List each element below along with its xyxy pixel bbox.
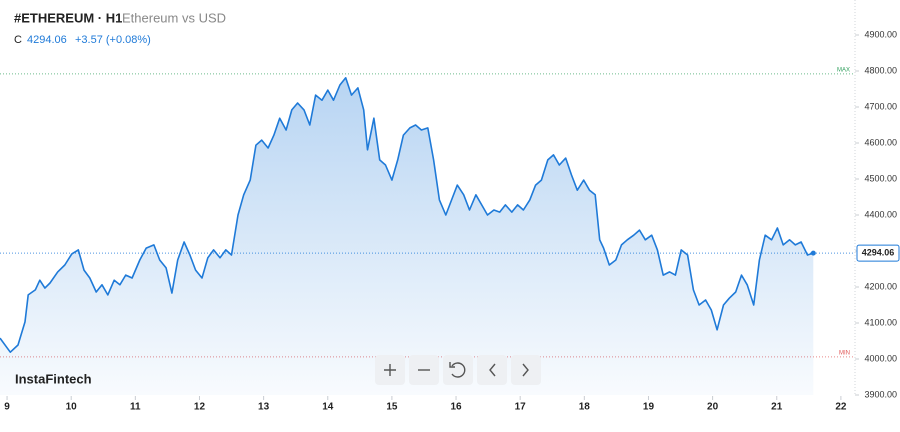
price-change: +3.57 (+0.08%) bbox=[75, 34, 151, 46]
x-tick-label: 21 bbox=[771, 402, 783, 413]
last-price-badge bbox=[856, 244, 900, 262]
y-tick-label: 4500.00 bbox=[864, 173, 897, 183]
y-tick-label: 4000.00 bbox=[864, 353, 897, 363]
x-tick-label: 19 bbox=[643, 402, 655, 413]
toolbar bbox=[375, 355, 541, 385]
reference-label: MIN bbox=[839, 350, 850, 356]
scroll-right-button[interactable] bbox=[511, 355, 541, 385]
chart-title: #ETHEREUM · H1 bbox=[14, 10, 122, 25]
scroll-left-button[interactable] bbox=[477, 355, 507, 385]
x-tick-label: 15 bbox=[386, 402, 398, 413]
close-value: 4294.06 bbox=[27, 34, 67, 46]
x-tick-label: 20 bbox=[707, 402, 719, 413]
zoom-in-button[interactable] bbox=[375, 355, 405, 385]
y-tick-label: 4200.00 bbox=[864, 281, 897, 291]
plot-area bbox=[0, 73, 855, 396]
last-point bbox=[810, 250, 816, 256]
chart-subtitle: Ethereum vs USD bbox=[122, 10, 226, 25]
zoom-out-button[interactable] bbox=[409, 355, 439, 385]
y-tick-label: 4400.00 bbox=[864, 209, 897, 219]
x-tick-label: 12 bbox=[194, 402, 206, 413]
x-tick-label: 13 bbox=[258, 402, 270, 413]
price-line bbox=[0, 77, 814, 353]
x-tick-label: 14 bbox=[322, 402, 334, 413]
y-tick-label: 4900.00 bbox=[864, 29, 897, 39]
x-tick-label: 18 bbox=[579, 402, 591, 413]
close-label: C bbox=[14, 34, 22, 46]
x-tick-label: 9 bbox=[4, 402, 10, 413]
last-price-label: 4294.06 bbox=[862, 248, 895, 258]
x-tick-label: 10 bbox=[66, 402, 78, 413]
x-tick-label: 22 bbox=[835, 402, 847, 413]
y-tick-label: 4700.00 bbox=[864, 101, 897, 111]
y-tick-label: 4800.00 bbox=[864, 65, 897, 75]
reset-button[interactable] bbox=[443, 355, 473, 385]
x-tick-label: 16 bbox=[450, 402, 462, 413]
x-tick-label: 11 bbox=[130, 402, 141, 413]
y-tick-label: 4100.00 bbox=[864, 317, 897, 327]
y-tick-label: 4600.00 bbox=[864, 137, 897, 147]
reference-label: MAX bbox=[837, 67, 850, 73]
y-tick-label: 3900.00 bbox=[864, 389, 897, 399]
area bbox=[0, 77, 814, 396]
watermark: InstaFintech bbox=[15, 371, 92, 386]
x-tick-label: 17 bbox=[515, 402, 527, 413]
